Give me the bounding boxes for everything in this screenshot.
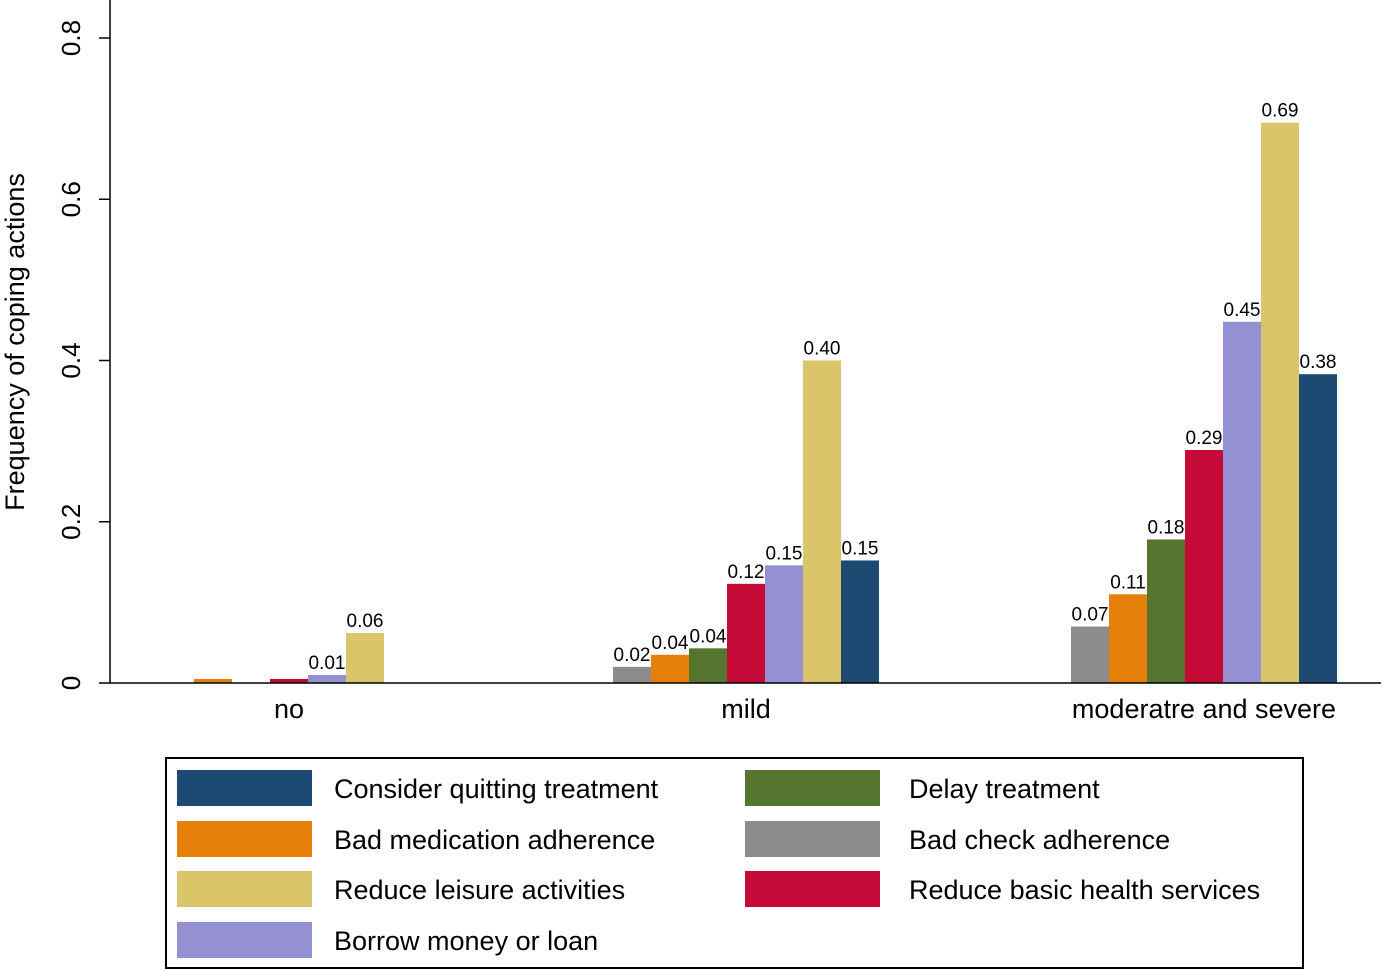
x-axis: no mild moderatre and severe (110, 682, 1381, 724)
bar-value-label: 0.02 (614, 645, 651, 666)
legend-swatch (177, 922, 312, 958)
bar (1071, 626, 1109, 683)
bar-value-label: 0.11 (1110, 572, 1146, 593)
bar-value-label: 0.38 (1300, 352, 1337, 373)
legend-swatch (745, 770, 880, 806)
bar-value-label: 0.07 (1072, 605, 1109, 626)
bar-value-label: 0.15 (766, 543, 803, 564)
legend-swatch (177, 871, 312, 907)
x-category-label: mild (721, 694, 771, 724)
bar (308, 674, 346, 683)
bar (689, 648, 727, 683)
bar-labels: 0.010.060.020.04 0.040.120.150.400.150.07… (309, 101, 1337, 674)
bar-value-label: 0.04 (652, 633, 689, 654)
bar (1299, 374, 1337, 683)
bar-value-label: 0.18 (1148, 517, 1185, 538)
bar (1185, 449, 1223, 683)
legend-label: Reduce basic health services (909, 875, 1260, 905)
legend: Consider quitting treatment Delay treatme… (165, 757, 1304, 969)
bar (613, 666, 651, 683)
legend-label: Delay treatment (909, 774, 1100, 804)
bar (194, 678, 232, 683)
legend-label: Bad medication adherence (334, 825, 655, 855)
bar (1223, 321, 1261, 683)
y-tick-label: 0.4 (56, 342, 86, 378)
bar (1109, 594, 1147, 683)
bar (727, 583, 765, 683)
bar-value-label: 0.01 (309, 653, 346, 674)
x-category-label: moderatre and severe (1072, 694, 1336, 724)
y-tick-label: 0 (56, 676, 86, 690)
bar-value-label: 0.06 (347, 611, 384, 632)
bar (1147, 539, 1185, 683)
bar (270, 678, 308, 683)
bar-value-label: 0.15 (842, 538, 879, 559)
bar-value-label: 0.12 (728, 562, 765, 583)
legend-swatch (177, 821, 312, 857)
y-axis-title: Frequency of coping actions (0, 173, 30, 511)
bar-value-label: 0.04 (690, 626, 727, 647)
bar (346, 633, 384, 683)
legend-swatch (745, 871, 880, 907)
bar-value-label: 0.45 (1224, 300, 1261, 321)
legend-swatch (177, 770, 312, 806)
bar (1261, 122, 1299, 683)
bar (765, 565, 803, 683)
legend-swatch (745, 821, 880, 857)
bar-value-label: 0.69 (1262, 101, 1299, 122)
x-category-label: no (274, 694, 304, 724)
bars (194, 122, 1337, 683)
y-tick-label: 0.6 (56, 181, 86, 217)
bar (651, 654, 689, 683)
legend-label: Consider quitting treatment (334, 774, 659, 804)
legend-box (165, 757, 1304, 969)
legend-label: Reduce leisure activities (334, 875, 625, 905)
y-tick-label: 0.2 (56, 504, 86, 540)
bar-value-label: 0.29 (1186, 428, 1223, 449)
y-axis: 0 0.2 0.4 0.6 0.8 Frequency of coping actions (0, 0, 111, 690)
bar (841, 560, 879, 683)
bar (803, 360, 841, 683)
legend-label: Bad check adherence (909, 825, 1170, 855)
legend-label: Borrow money or loan (334, 926, 598, 956)
y-tick-label: 0.8 (56, 20, 86, 56)
bar-value-label: 0.40 (804, 339, 841, 360)
